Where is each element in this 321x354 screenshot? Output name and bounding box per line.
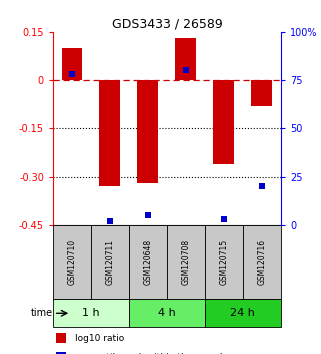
Bar (213, 80, 234, 164)
Bar (53, 225, 91, 299)
Bar (62, 48, 82, 80)
Text: GSM120711: GSM120711 (105, 239, 115, 285)
Text: 4 h: 4 h (158, 308, 176, 318)
Bar (100, 80, 120, 186)
Text: 24 h: 24 h (230, 308, 255, 318)
Bar (129, 299, 205, 327)
Bar (91, 225, 129, 299)
Text: GSM120708: GSM120708 (181, 239, 190, 285)
Bar (167, 225, 205, 299)
Bar (137, 80, 158, 183)
Text: log10 ratio: log10 ratio (75, 333, 125, 343)
Text: time: time (31, 308, 53, 318)
Bar (129, 225, 167, 299)
Bar (205, 299, 281, 327)
Bar (176, 38, 196, 80)
Text: 1 h: 1 h (82, 308, 100, 318)
Bar (243, 225, 281, 299)
Text: percentile rank within the sample: percentile rank within the sample (75, 353, 229, 354)
Bar (251, 80, 272, 106)
Bar (53, 299, 129, 327)
Bar (205, 225, 243, 299)
Text: GSM120648: GSM120648 (143, 239, 152, 285)
Title: GDS3433 / 26589: GDS3433 / 26589 (111, 18, 222, 31)
Text: GSM120715: GSM120715 (219, 239, 229, 285)
Text: GSM120710: GSM120710 (67, 239, 76, 285)
Text: GSM120716: GSM120716 (257, 239, 266, 285)
